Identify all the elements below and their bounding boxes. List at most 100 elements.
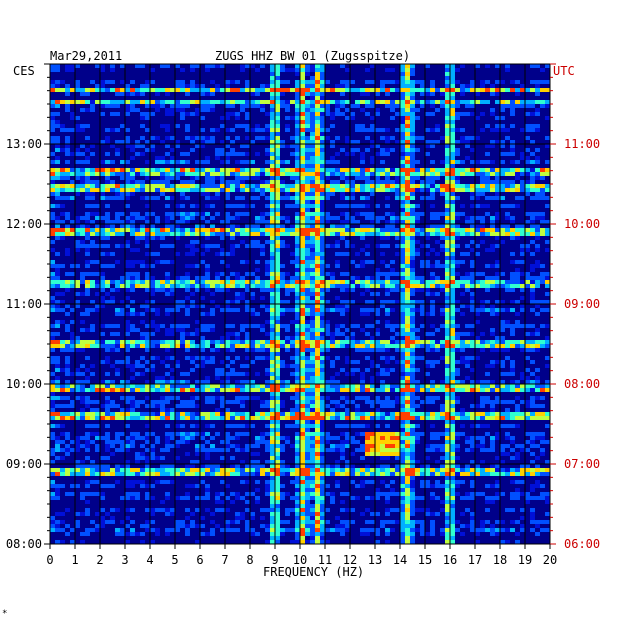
- heatmap-cell: [190, 168, 195, 172]
- heatmap-cell: [335, 152, 340, 156]
- heatmap-cell: [310, 232, 315, 236]
- heatmap-cell: [80, 124, 85, 128]
- heatmap-cell: [275, 188, 280, 192]
- heatmap-cell: [295, 236, 300, 240]
- heatmap-cell: [205, 196, 210, 200]
- heatmap-cell: [345, 80, 350, 84]
- heatmap-cell: [400, 172, 405, 176]
- heatmap-cell: [225, 412, 230, 416]
- heatmap-cell: [260, 216, 265, 220]
- heatmap-cell: [270, 348, 275, 352]
- heatmap-cell: [190, 356, 195, 360]
- heatmap-cell: [270, 280, 275, 284]
- heatmap-cell: [235, 188, 240, 192]
- heatmap-cell: [270, 220, 275, 224]
- heatmap-cell: [365, 112, 370, 116]
- heatmap-cell: [220, 416, 225, 420]
- heatmap-cell: [230, 244, 235, 248]
- heatmap-cell: [75, 300, 80, 304]
- heatmap-cell: [480, 300, 485, 304]
- heatmap-cell: [205, 324, 210, 328]
- heatmap-cell: [410, 368, 415, 372]
- heatmap-cell: [525, 276, 530, 280]
- heatmap-cell: [430, 176, 435, 180]
- heatmap-cell: [535, 112, 540, 116]
- heatmap-cell: [450, 396, 455, 400]
- heatmap-cell: [175, 432, 180, 436]
- heatmap-cell: [445, 88, 450, 92]
- heatmap-cell: [235, 372, 240, 376]
- heatmap-cell: [385, 340, 390, 344]
- heatmap-cell: [310, 356, 315, 360]
- heatmap-cell: [525, 148, 530, 152]
- heatmap-cell: [390, 148, 395, 152]
- heatmap-cell: [515, 312, 520, 316]
- heatmap-cell: [345, 416, 350, 420]
- heatmap-cell: [290, 344, 295, 348]
- heatmap-cell: [100, 172, 105, 176]
- heatmap-cell: [425, 236, 430, 240]
- heatmap-cell: [215, 172, 220, 176]
- heatmap-cell: [195, 108, 200, 112]
- heatmap-cell: [450, 100, 455, 104]
- heatmap-cell: [315, 216, 320, 220]
- heatmap-cell: [485, 372, 490, 376]
- heatmap-cell: [130, 384, 135, 388]
- heatmap-cell: [355, 368, 360, 372]
- heatmap-cell: [125, 160, 130, 164]
- heatmap-cell: [135, 284, 140, 288]
- heatmap-cell: [290, 260, 295, 264]
- heatmap-cell: [510, 144, 515, 148]
- heatmap-cell: [535, 92, 540, 96]
- heatmap-cell: [130, 100, 135, 104]
- heatmap-cell: [300, 400, 305, 404]
- heatmap-cell: [50, 160, 55, 164]
- heatmap-cell: [410, 204, 415, 208]
- heatmap-cell: [360, 172, 365, 176]
- heatmap-cell: [375, 340, 380, 344]
- heatmap-cell: [520, 304, 525, 308]
- heatmap-cell: [75, 228, 80, 232]
- heatmap-cell: [80, 348, 85, 352]
- heatmap-cell: [360, 280, 365, 284]
- heatmap-cell: [210, 104, 215, 108]
- heatmap-cell: [350, 184, 355, 188]
- heatmap-cell: [210, 416, 215, 420]
- heatmap-cell: [285, 380, 290, 384]
- heatmap-cell: [105, 220, 110, 224]
- heatmap-cell: [125, 144, 130, 148]
- heatmap-cell: [245, 332, 250, 336]
- heatmap-cell: [130, 400, 135, 404]
- heatmap-cell: [535, 188, 540, 192]
- heatmap-cell: [430, 212, 435, 216]
- heatmap-cell: [210, 388, 215, 392]
- heatmap-cell: [310, 396, 315, 400]
- heatmap-cell: [145, 232, 150, 236]
- heatmap-cell: [535, 260, 540, 264]
- heatmap-cell: [500, 172, 505, 176]
- heatmap-cell: [245, 136, 250, 140]
- heatmap-cell: [265, 100, 270, 104]
- heatmap-cell: [525, 104, 530, 108]
- heatmap-cell: [80, 152, 85, 156]
- heatmap-cell: [320, 160, 325, 164]
- heatmap-cell: [70, 384, 75, 388]
- heatmap-cell: [75, 388, 80, 392]
- heatmap-cell: [435, 276, 440, 280]
- heatmap-cell: [220, 140, 225, 144]
- heatmap-cell: [505, 324, 510, 328]
- heatmap-cell: [445, 280, 450, 284]
- heatmap-cell: [215, 232, 220, 236]
- heatmap-cell: [415, 148, 420, 152]
- heatmap-cell: [210, 64, 215, 68]
- heatmap-cell: [115, 416, 120, 420]
- heatmap-cell: [405, 172, 410, 176]
- heatmap-cell: [445, 428, 450, 432]
- heatmap-cell: [255, 280, 260, 284]
- heatmap-cell: [50, 112, 55, 116]
- heatmap-cell: [105, 136, 110, 140]
- heatmap-cell: [375, 432, 380, 436]
- heatmap-cell: [430, 400, 435, 404]
- heatmap-cell: [495, 184, 500, 188]
- heatmap-cell: [310, 240, 315, 244]
